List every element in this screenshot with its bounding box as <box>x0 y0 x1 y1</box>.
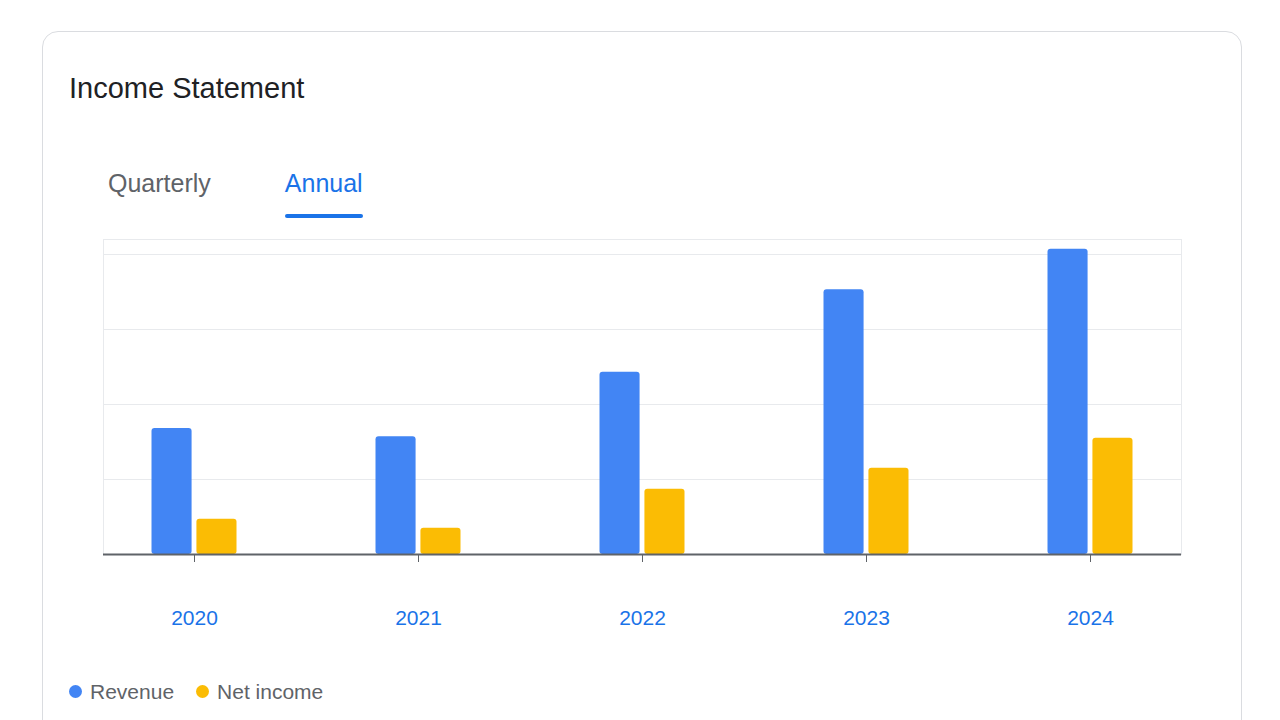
html-text:Net income: Net income <box>217 680 324 703</box>
html-text:Revenue: Revenue <box>90 680 175 703</box>
html-text:Quarterly: Quarterly <box>108 169 211 197</box>
html-text:Income Statement: Income Statement <box>69 72 305 104</box>
svg-text:2020: 2020 <box>171 606 218 629</box>
svg-text:2021: 2021 <box>395 606 442 629</box>
svg-text:2023: 2023 <box>843 606 890 629</box>
html-text:Annual: Annual <box>284 169 363 197</box>
svg-text:2024: 2024 <box>1067 606 1114 629</box>
svg-text:2022: 2022 <box>619 606 666 629</box>
